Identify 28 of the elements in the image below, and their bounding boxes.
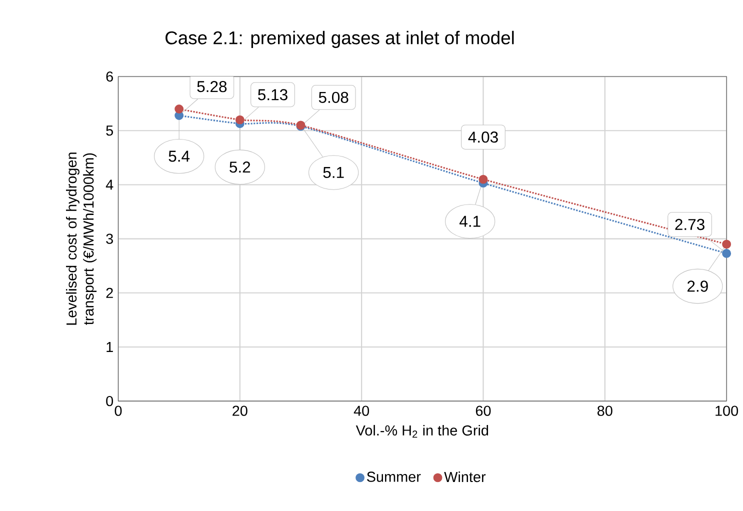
data-label: 5.13 (258, 88, 288, 100)
y-axis-title: Levelised cost of hydrogen transport (€/MWh/1000km) (66, 152, 97, 325)
data-label: 4.1 (460, 216, 480, 227)
x-tick-label: 100 (716, 406, 738, 416)
y-tick-label: 4 (106, 180, 114, 190)
legend-label: Winter (444, 471, 486, 482)
data-label: 2.9 (687, 280, 708, 292)
y-tick-label: 6 (106, 71, 113, 82)
x-axis-title: Vol.-% H$_{2}$ in the Grid (356, 424, 488, 438)
x-tick-label: 60 (476, 406, 491, 416)
data-label: 5.4 (168, 150, 190, 162)
legend-label: Summer (367, 471, 421, 482)
data-label: 5.28 (197, 80, 227, 92)
data-label: 5.08 (318, 92, 348, 103)
y-tick-label: 1 (106, 342, 113, 352)
data-label: 5.1 (323, 166, 344, 178)
chart-title: Case 2.1: premixed gases at inlet of model (166, 30, 514, 48)
x-tick-label: 20 (232, 406, 248, 416)
y-tick-label: 0 (106, 396, 114, 406)
x-tick-label: 0 (114, 406, 122, 416)
x-tick-label: 80 (597, 406, 612, 416)
y-tick-label: 2 (106, 288, 113, 298)
data-label: 5.2 (230, 161, 250, 172)
y-tick-label: 5 (106, 125, 113, 136)
x-tick-label: 40 (354, 406, 370, 416)
y-tick-label: 3 (106, 233, 113, 244)
data-label: 4.03 (468, 131, 498, 142)
data-label: 2.73 (675, 218, 704, 230)
